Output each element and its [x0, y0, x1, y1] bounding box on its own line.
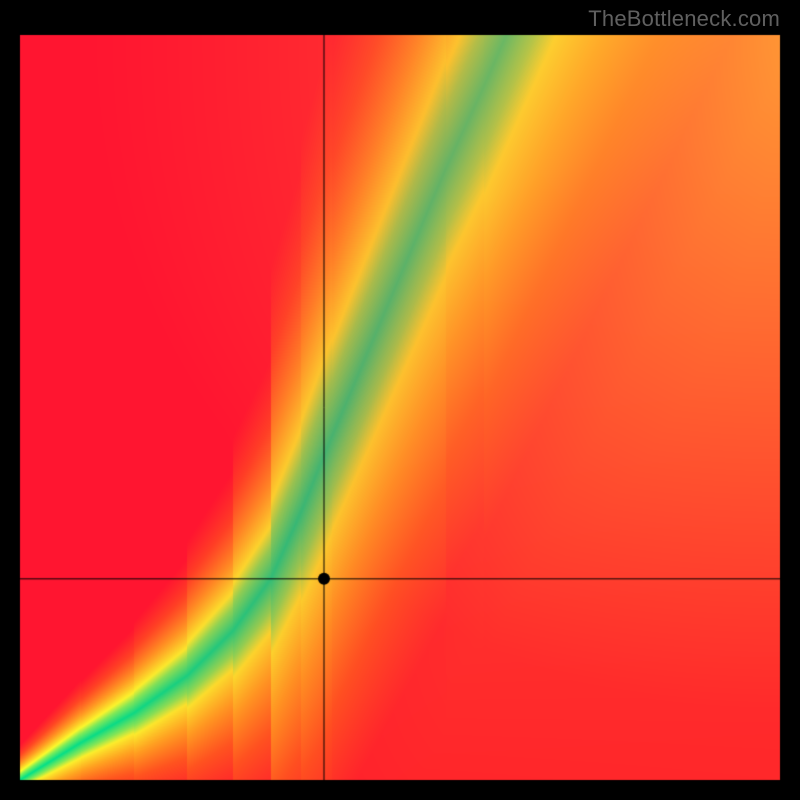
chart-container: TheBottleneck.com	[0, 0, 800, 800]
heatmap-canvas	[0, 0, 800, 800]
watermark-text: TheBottleneck.com	[588, 6, 780, 32]
